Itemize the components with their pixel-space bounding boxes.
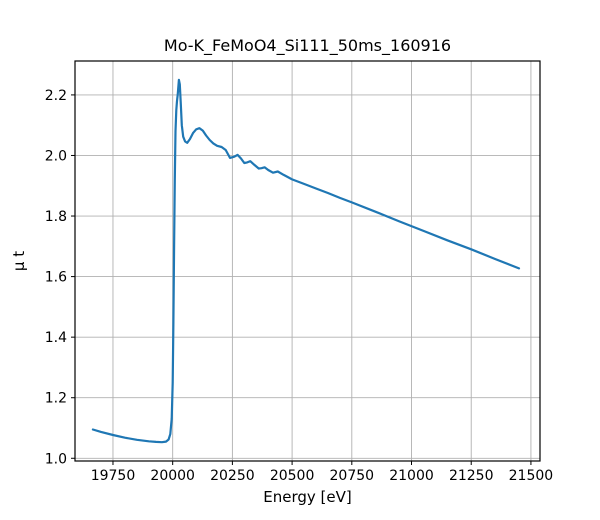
y-tick-label: 1.0 <box>45 451 67 467</box>
plot-border <box>74 60 541 462</box>
y-tick-label: 2.0 <box>45 148 67 164</box>
chart-title: Mo-K_FeMoO4_Si111_50ms_160916 <box>164 36 451 56</box>
grid-layer <box>75 61 540 461</box>
x-tick-label: 20250 <box>210 468 255 484</box>
tick-layer <box>71 94 532 465</box>
y-tick-label: 1.4 <box>45 330 67 346</box>
x-axis-label: Energy [eV] <box>263 488 351 506</box>
x-tick-label: 20000 <box>150 468 195 484</box>
y-tick-label: 1.2 <box>45 391 67 407</box>
data-line-series <box>91 78 521 444</box>
y-tick-label: 1.8 <box>45 209 67 225</box>
tick-label-layer: 19750 20000 20250 20500 20750 21000 21250 21500… <box>45 88 553 484</box>
x-tick-label: 21500 <box>509 468 554 484</box>
x-tick-label: 21000 <box>389 468 434 484</box>
x-tick-label: 21250 <box>449 468 494 484</box>
x-tick-label: 19750 <box>91 468 136 484</box>
y-tick-label: 1.6 <box>45 270 67 286</box>
y-axis-label: μ t <box>10 251 28 271</box>
series-layer <box>91 78 521 444</box>
x-tick-label: 20750 <box>330 468 375 484</box>
y-tick-label: 2.2 <box>45 88 67 104</box>
x-tick-label: 20500 <box>270 468 315 484</box>
